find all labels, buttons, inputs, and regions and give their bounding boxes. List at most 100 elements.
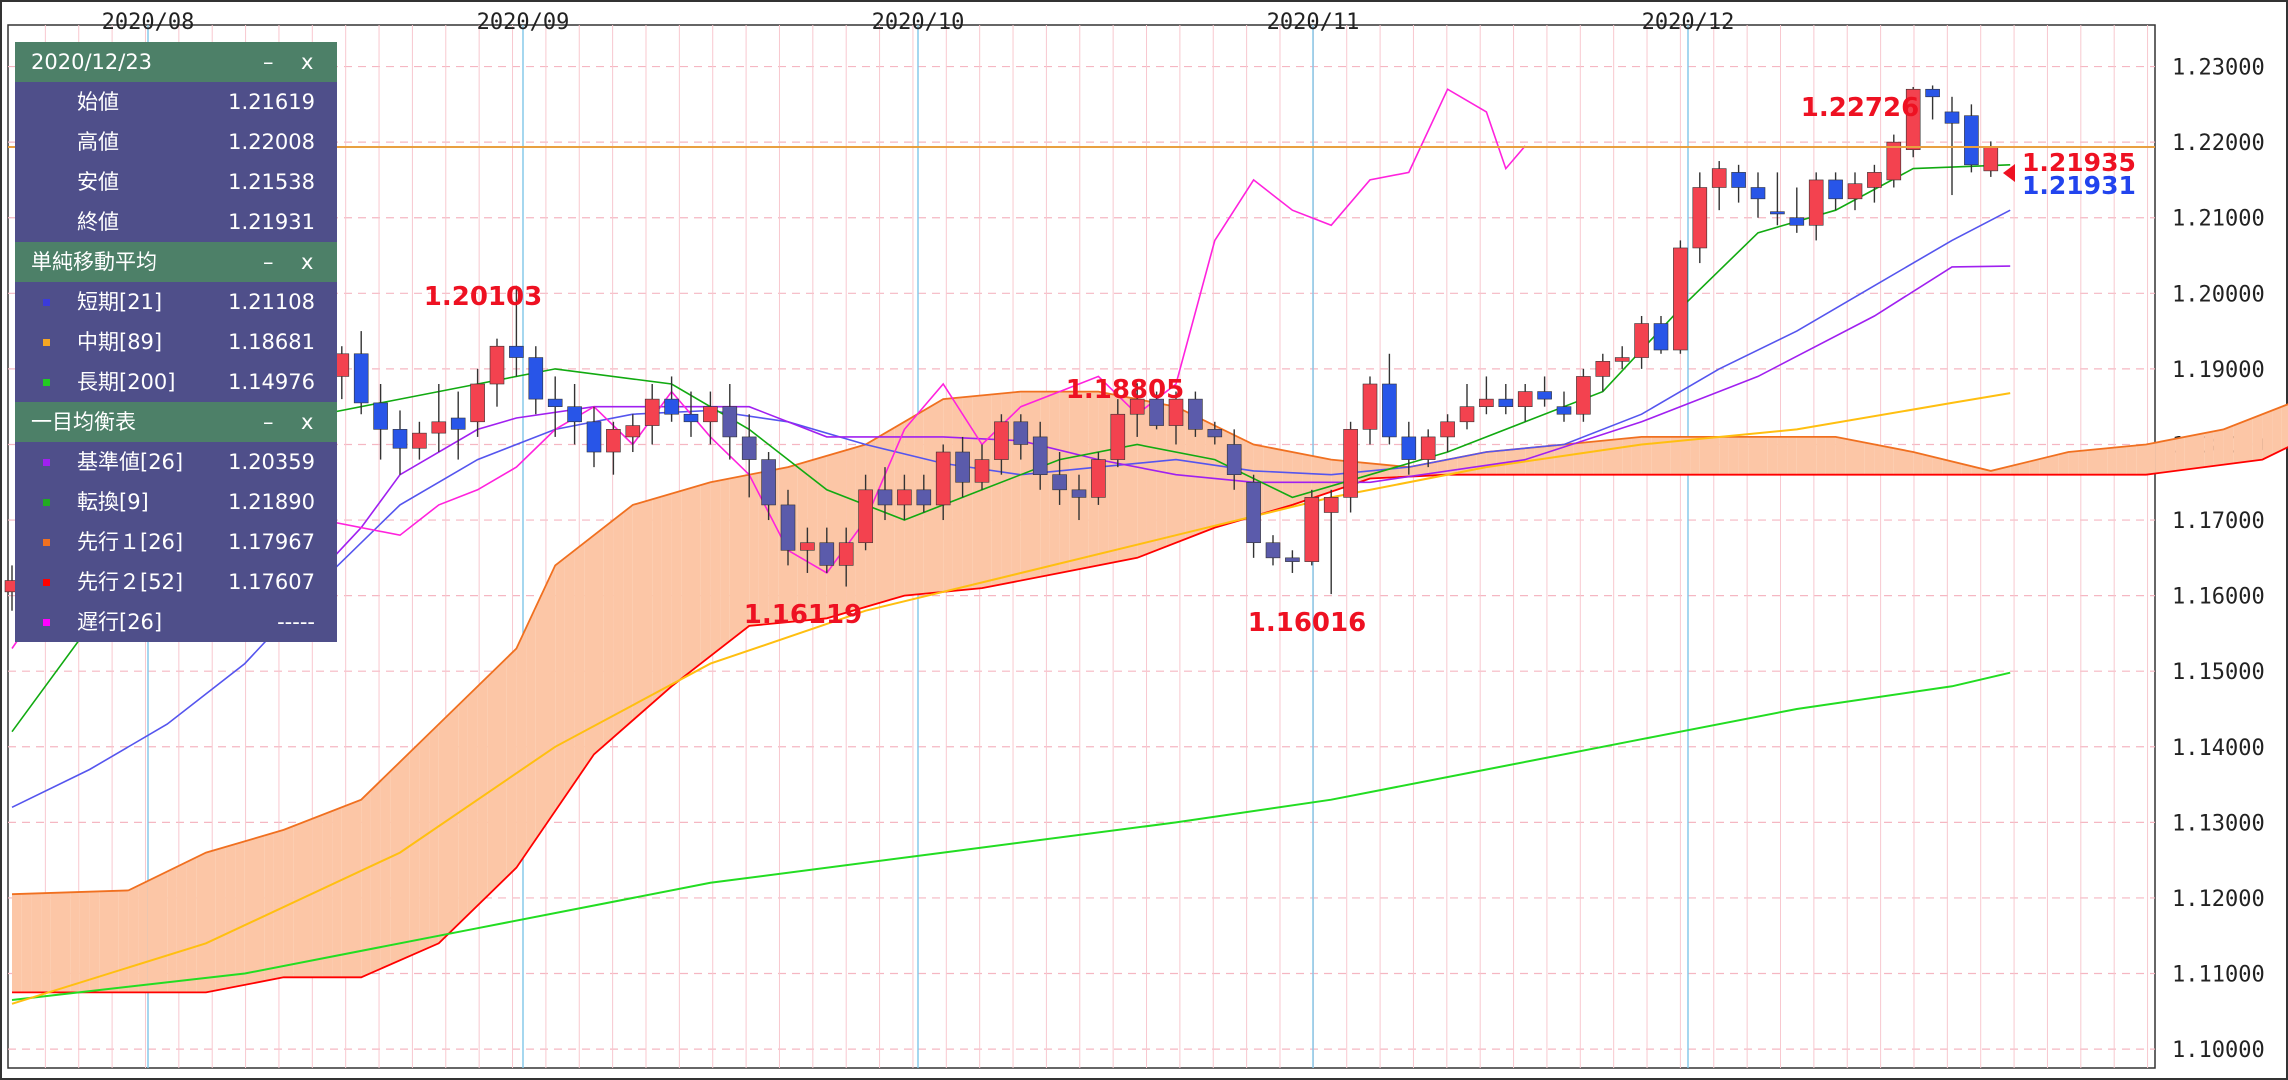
y-tick-label: 1.16000 xyxy=(2172,585,2265,610)
candle-body xyxy=(897,489,912,506)
cloud-segment xyxy=(400,752,410,961)
cloud-segment xyxy=(826,452,837,619)
cloud-segment xyxy=(710,480,721,657)
panel-row: 中期[89] 1.18681 xyxy=(15,322,337,362)
peak-annotation: 1.18805 xyxy=(1066,375,1184,405)
candle-body xyxy=(450,417,466,430)
cloud-segment xyxy=(429,724,439,948)
cloud-segment xyxy=(1758,436,1768,475)
peak-annotation: 1.22726 xyxy=(1801,93,1919,123)
cloud-segment xyxy=(1282,450,1293,508)
cloud-segment xyxy=(448,705,459,934)
candle-body xyxy=(1362,383,1378,430)
cloud-segment xyxy=(283,826,294,978)
close-button[interactable]: x xyxy=(301,250,314,274)
row-value: 1.20359 xyxy=(228,450,315,474)
candle-body xyxy=(1246,481,1261,544)
cloud-segment xyxy=(1709,436,1720,475)
cloud-segment xyxy=(2010,463,2020,475)
cloud-segment xyxy=(1855,440,1865,475)
cloud-segment xyxy=(2049,454,2059,475)
candle-body xyxy=(1614,357,1630,362)
cloud-segment xyxy=(700,482,711,664)
candle-body xyxy=(1382,383,1397,438)
sma-header: 単純移動平均 – x xyxy=(15,242,337,282)
cloud-segment xyxy=(1651,436,1661,475)
close-price-label-blue: 1.21931 xyxy=(2022,171,2136,200)
panel-row: 安値 1.21538 xyxy=(15,162,337,202)
x-tick-label: 2020/08 xyxy=(102,10,195,35)
candle-body xyxy=(1091,459,1106,498)
cloud-segment xyxy=(1835,436,1846,475)
candle-body xyxy=(1226,444,1242,475)
cloud-segment xyxy=(2029,459,2040,475)
close-button[interactable]: x xyxy=(301,410,314,434)
candle-body xyxy=(567,406,582,423)
cloud-segment xyxy=(1564,443,1574,475)
minimize-button[interactable]: – xyxy=(263,50,274,74)
ma89-line xyxy=(11,392,2011,1005)
cloud-segment xyxy=(1719,436,1729,475)
cloud-segment xyxy=(1486,451,1497,475)
cloud-segment xyxy=(206,849,216,993)
row-label: 基準値[26] xyxy=(77,450,184,474)
cloud-segment xyxy=(312,814,323,978)
row-value: 1.21619 xyxy=(228,90,315,114)
panel-row: 転換[9] 1.21890 xyxy=(15,482,337,522)
panel-row: 先行２[52] 1.17607 xyxy=(15,562,337,602)
cloud-segment xyxy=(1622,437,1632,475)
cloud-segment xyxy=(147,876,158,993)
cloud-segment xyxy=(70,891,80,993)
candle-body xyxy=(1207,429,1223,438)
cloud-segment xyxy=(2233,421,2243,464)
cloud-segment xyxy=(1690,436,1700,475)
legend-swatch xyxy=(43,459,50,466)
peak-annotation: 1.20103 xyxy=(424,282,542,312)
candle-body xyxy=(722,406,738,438)
cloud-segment xyxy=(1680,436,1691,475)
candle-body xyxy=(1595,361,1611,377)
candle-body xyxy=(800,542,815,551)
candle-body xyxy=(509,345,524,358)
candle-body xyxy=(1673,247,1688,351)
row-value: 1.14976 xyxy=(228,370,315,394)
minimize-button[interactable]: – xyxy=(263,410,274,434)
panel-row: 長期[200] 1.14976 xyxy=(15,362,337,402)
candle-body xyxy=(528,357,544,400)
cloud-segment xyxy=(1825,436,1836,475)
cloud-segment xyxy=(244,838,255,985)
cloud-segment xyxy=(962,396,973,590)
cloud-segment xyxy=(535,586,546,840)
cloud-segment xyxy=(2262,410,2273,460)
candle-body xyxy=(644,398,660,426)
row-label: 転換[9] xyxy=(77,490,149,514)
cloud-segment xyxy=(1864,442,1875,475)
candle-body xyxy=(1925,88,1940,98)
cloud-segment xyxy=(555,557,565,812)
close-button[interactable]: x xyxy=(301,50,314,74)
candle-body xyxy=(1653,323,1669,351)
x-tick-label: 2020/09 xyxy=(477,10,570,35)
cloud-segment xyxy=(836,450,847,616)
cloud-segment xyxy=(1903,450,1914,475)
cloud-segment xyxy=(1952,461,1962,475)
cloud-segment xyxy=(2097,448,2108,475)
cloud-segment xyxy=(89,891,100,993)
candle-body xyxy=(1188,398,1203,430)
cloud-segment xyxy=(642,499,653,712)
cloud-segment xyxy=(1020,391,1031,581)
cloud-segment xyxy=(2146,442,2156,475)
cloud-segment xyxy=(196,852,206,993)
row-label: 短期[21] xyxy=(77,290,163,314)
cloud-segment xyxy=(1573,442,1584,475)
cloud-segment xyxy=(1738,436,1749,475)
row-label: 遅行[26] xyxy=(77,610,163,634)
cloud-segment xyxy=(167,866,177,993)
candle-body xyxy=(1440,421,1455,438)
row-label: 安値 xyxy=(77,170,119,194)
minimize-button[interactable]: – xyxy=(263,250,274,274)
cloud-segment xyxy=(341,803,352,978)
legend-swatch xyxy=(43,579,50,586)
